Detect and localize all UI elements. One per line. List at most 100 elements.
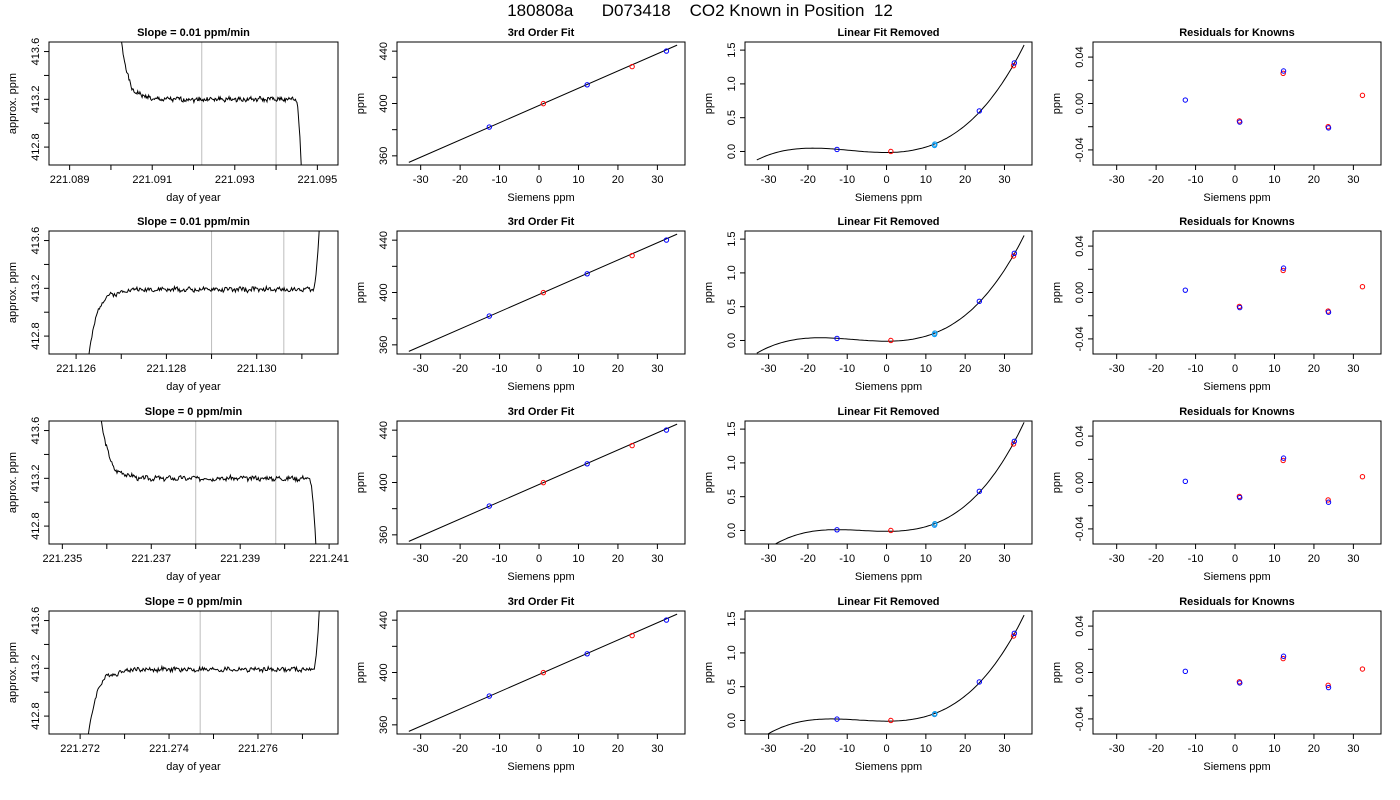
- x-axis-label: Siemens ppm: [855, 192, 922, 204]
- y-axis-label: ppm: [703, 472, 715, 493]
- panel-r3-c1: Slope = 0 ppm/min 221.235 221.237 221.239 22…: [7, 406, 349, 583]
- data-point: [486, 313, 493, 319]
- x-tick-label: 20: [959, 553, 971, 565]
- fit-line: [408, 613, 678, 732]
- data-point: [1359, 92, 1366, 99]
- x-tick-label: 10: [1268, 363, 1280, 375]
- data-point-highlight: [932, 141, 938, 147]
- y-tick-label: 0.04: [1074, 235, 1086, 256]
- panel-title: Residuals for Knowns: [1179, 596, 1295, 608]
- data-point: [1325, 125, 1332, 131]
- y-axis-label: ppm: [355, 472, 367, 493]
- plot-frame: [396, 610, 686, 735]
- x-tick-label: -10: [839, 363, 855, 375]
- y-tick-label: 1.5: [726, 421, 738, 436]
- plot-area: [408, 44, 678, 163]
- x-tick-label: 10: [1268, 174, 1280, 186]
- fit-curve: [756, 44, 1025, 161]
- data-point: [1237, 119, 1243, 125]
- y-axis-label: approx. ppm: [7, 452, 19, 513]
- panel-title: Slope = 0 ppm/min: [145, 596, 243, 608]
- y-tick-label: 0.0: [726, 144, 738, 159]
- y-tick-label: 0.00: [1074, 93, 1086, 114]
- data-point: [663, 427, 670, 433]
- y-tick-label: -0.04: [1074, 137, 1086, 162]
- plot-area: [774, 422, 1025, 544]
- y-axis-label: ppm: [355, 662, 367, 683]
- y-axis-label: approx. ppm: [7, 642, 19, 703]
- concentration-trace: [121, 42, 302, 165]
- data-point: [1182, 97, 1189, 103]
- plot-area: [766, 614, 1025, 734]
- data-point: [1325, 309, 1332, 315]
- y-tick-label: 1.0: [726, 645, 738, 660]
- x-axis-label: Siemens ppm: [1203, 381, 1270, 393]
- data-point: [584, 82, 590, 88]
- x-tick-label: 0: [1232, 363, 1238, 375]
- y-axis-label: ppm: [1051, 282, 1063, 303]
- x-tick-label: -20: [800, 363, 816, 375]
- data-point: [584, 461, 590, 467]
- x-tick-label: 20: [1308, 553, 1320, 565]
- y-tick-label: 413.2: [30, 655, 42, 683]
- panel-r2-c1: Slope = 0.01 ppm/min 221.126 221.128 221.13…: [7, 216, 339, 393]
- y-tick-label: 413.6: [30, 38, 42, 66]
- x-tick-label: 0: [536, 363, 542, 375]
- plot-frame: [48, 610, 339, 735]
- data-point: [629, 63, 635, 70]
- data-point: [976, 488, 983, 494]
- x-tick-label: -10: [1188, 174, 1204, 186]
- y-tick-label: 440: [378, 611, 390, 629]
- data-point: [663, 237, 670, 243]
- plot-frame: [396, 230, 686, 355]
- y-axis-label: ppm: [355, 282, 367, 303]
- y-tick-label: 0.0: [726, 523, 738, 538]
- data-point: [888, 717, 894, 724]
- x-tick-label: 30: [651, 363, 663, 375]
- data-point: [1280, 68, 1287, 74]
- data-point: [1011, 630, 1018, 637]
- x-tick-label: -20: [800, 174, 816, 186]
- y-axis-label: ppm: [703, 282, 715, 303]
- panel-r1-c1: Slope = 0.01 ppm/min 221.089 221.091 221.09…: [7, 27, 339, 204]
- y-tick-label: 400: [378, 283, 390, 301]
- data-point: [888, 337, 894, 344]
- x-tick-label: 30: [1347, 743, 1359, 755]
- x-tick-label: 30: [1347, 553, 1359, 565]
- x-tick-label: -30: [413, 174, 429, 186]
- data-point: [1280, 457, 1286, 464]
- panel-r4-c3: Linear Fit Removed -30 -20 -10 0 10 20 30 0.0 0.5…: [703, 596, 1033, 773]
- x-tick-label: -30: [761, 174, 777, 186]
- plot-area: [408, 233, 678, 352]
- x-tick-label: -10: [839, 743, 855, 755]
- x-axis-label: day of year: [166, 761, 221, 773]
- data-point: [629, 632, 635, 639]
- data-point: [1011, 60, 1018, 66]
- plot-frame: [1092, 41, 1382, 166]
- x-tick-label: 20: [612, 743, 624, 755]
- x-tick-label: 30: [651, 743, 663, 755]
- x-tick-label: -20: [452, 363, 468, 375]
- data-point: [1182, 478, 1189, 485]
- panel-r2-c4: Residuals for Knowns -30 -20 -10 0 10 20 30 -0.0…: [1051, 216, 1382, 393]
- y-tick-label: 0.0: [726, 333, 738, 348]
- x-axis-label: Siemens ppm: [855, 571, 922, 583]
- data-point: [584, 271, 590, 277]
- page-title: 180808a D073418 CO2 Known in Position 12: [507, 1, 893, 20]
- panel-title: Residuals for Knowns: [1179, 27, 1295, 39]
- plot-frame: [396, 41, 686, 166]
- y-tick-label: 1.5: [726, 231, 738, 246]
- data-point: [1280, 70, 1286, 77]
- plot-frame: [744, 230, 1033, 355]
- x-tick-label: 30: [651, 174, 663, 186]
- y-tick-label: 413.2: [30, 86, 42, 114]
- x-tick-label: -20: [452, 174, 468, 186]
- data-point: [1359, 473, 1366, 480]
- panel-title: Slope = 0.01 ppm/min: [137, 27, 250, 39]
- y-tick-label: 0.04: [1074, 46, 1086, 67]
- data-point: [1010, 441, 1017, 447]
- x-tick-label: 221.276: [238, 743, 278, 755]
- y-tick-label: 413.6: [30, 417, 42, 445]
- x-tick-label: -10: [1188, 553, 1204, 565]
- y-tick-label: 1.0: [726, 455, 738, 470]
